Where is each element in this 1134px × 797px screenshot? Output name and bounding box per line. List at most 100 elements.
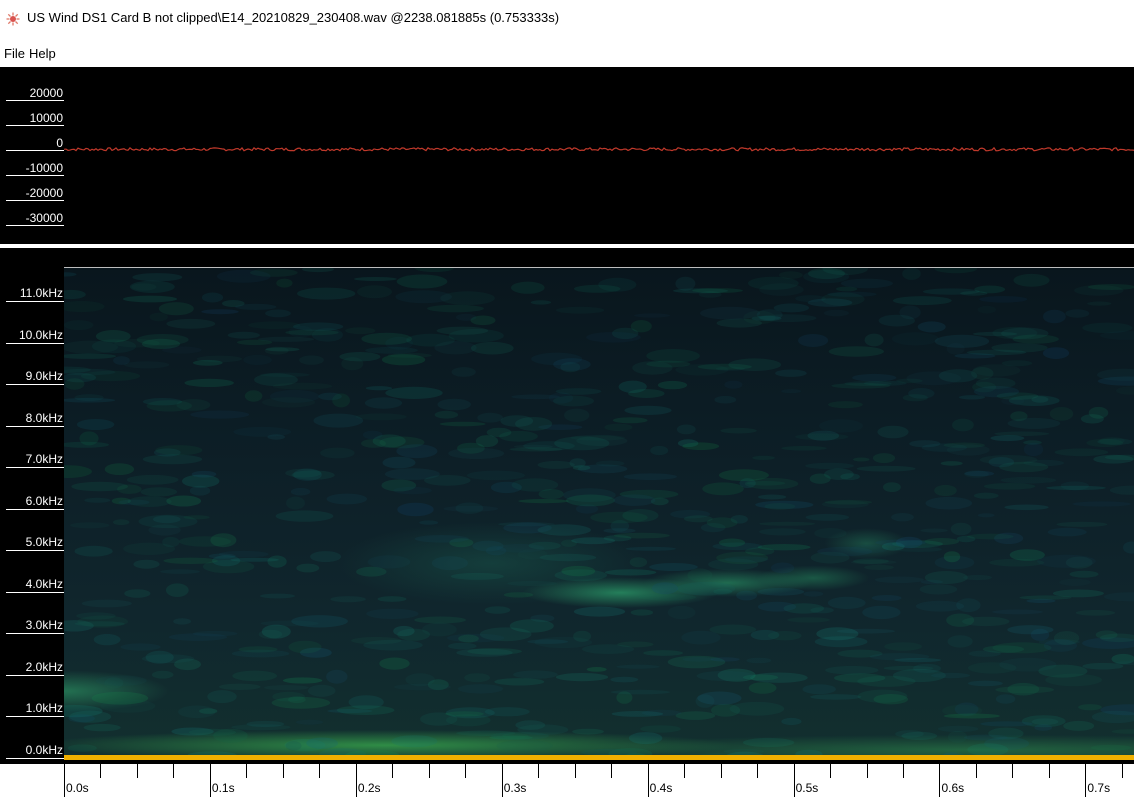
frequency-label: 3.0kHz xyxy=(25,618,63,633)
spectrogram-blob xyxy=(651,582,679,595)
spectrogram-blob xyxy=(176,399,211,411)
spectrogram-blob xyxy=(573,630,592,642)
spectrogram-blob xyxy=(261,624,291,639)
spectrogram-blob xyxy=(1111,653,1134,665)
spectrogram-blob xyxy=(394,683,451,691)
spectrogram-blob xyxy=(555,388,602,395)
spectrogram-blob xyxy=(977,513,995,518)
spectrogram-blob xyxy=(131,283,157,291)
spectrogram-panel[interactable]: 11.0kHz 10.0kHz 9.0kHz 8.0kHz 7.0kHz 6.0kHz 5.… xyxy=(0,248,1134,764)
spectrogram-blob xyxy=(64,353,116,359)
spectrogram-blob xyxy=(1123,541,1134,554)
spectrogram-blob xyxy=(367,555,411,569)
spectrogram-blob xyxy=(598,277,637,292)
spectrogram-blob xyxy=(515,720,546,730)
spectrogram-blob xyxy=(934,484,957,497)
spectrogram-blob xyxy=(1074,285,1124,296)
spectrogram-blob xyxy=(501,733,529,739)
spectrogram-blob xyxy=(1023,440,1042,445)
spectrogram-blob xyxy=(1001,360,1033,367)
spectrogram-blob xyxy=(582,644,635,654)
title-bar[interactable]: US Wind DS1 Card B not clipped\E14_20210… xyxy=(0,0,1134,44)
spectrogram-blob xyxy=(802,684,836,695)
spectrogram-blob xyxy=(160,569,200,574)
spectrogram-blob xyxy=(1030,628,1050,641)
spectrogram-blob xyxy=(267,434,285,440)
panel-divider[interactable] xyxy=(0,244,1134,248)
spectrogram-blob xyxy=(943,442,985,448)
spectrogram-blob xyxy=(300,647,332,658)
spectrogram-blob xyxy=(124,361,170,369)
spectrogram-blob xyxy=(934,555,975,570)
spectrogram-blob xyxy=(853,457,870,462)
spectrogram-blob xyxy=(499,430,538,442)
spectrogram-blob xyxy=(590,511,648,524)
spectrogram-blob xyxy=(1065,556,1093,569)
spectrogram-blob xyxy=(586,332,641,343)
spectrogram-blob xyxy=(201,309,239,315)
spectrogram-blob xyxy=(641,709,682,716)
spectrogram-blob xyxy=(64,289,86,300)
waveform-panel[interactable]: 20000 10000 0 -10000 -20000 -30000 xyxy=(0,67,1134,244)
spectrogram-blob xyxy=(95,330,131,343)
spectrogram-blob xyxy=(218,683,261,690)
spectrogram-blob xyxy=(787,617,830,623)
spectrogram-blob xyxy=(500,415,534,427)
spectrogram-blob xyxy=(448,447,505,460)
spectrogram-blob xyxy=(361,332,413,345)
spectrogram-blob xyxy=(341,357,364,371)
spectrogram-blob xyxy=(857,689,908,703)
spectrogram-blob xyxy=(899,305,921,320)
time-label: 0.7s xyxy=(1087,781,1111,795)
spectrogram-blob xyxy=(920,579,943,585)
spectrogram-blob xyxy=(548,392,574,404)
spectrogram-blob xyxy=(616,664,660,669)
spectrogram-blob xyxy=(1019,595,1072,600)
spectrogram-blob xyxy=(414,616,466,624)
menu-help[interactable]: Help xyxy=(29,46,56,61)
spectrogram-blob xyxy=(700,523,726,533)
spectrogram-blob xyxy=(816,627,859,641)
time-axis[interactable]: 0.0s 0.1s 0.2s 0.3s 0.4s 0.5s 0.6s 0.7s xyxy=(0,764,1134,797)
spectrogram-blob xyxy=(1009,549,1045,561)
spectrogram-blob xyxy=(466,470,525,481)
menu-file[interactable]: File xyxy=(4,46,25,61)
spectrogram-blob xyxy=(995,694,1016,704)
spectrogram-blob xyxy=(419,520,439,525)
spectrogram-blob xyxy=(1075,609,1116,616)
spectrogram-blob xyxy=(649,563,698,571)
spectrogram-blob xyxy=(999,461,1049,473)
spectrogram-blob xyxy=(1097,376,1134,386)
spectrogram-blob xyxy=(974,285,1006,294)
frequency-label: 11.0kHz xyxy=(19,286,63,301)
spectrogram-blob xyxy=(235,303,277,310)
spectrogram-blob xyxy=(489,735,533,740)
spectrogram-blob xyxy=(233,426,292,437)
spectrogram-blob xyxy=(617,641,654,648)
spectrogram-image[interactable] xyxy=(64,268,1134,760)
spectrogram-blob xyxy=(153,515,181,524)
spectrogram-blob xyxy=(1080,414,1104,424)
spectrogram-blob xyxy=(327,709,373,713)
spectrogram-blob xyxy=(1038,664,1088,678)
spectrogram-blob xyxy=(539,553,597,562)
spectrogram-blob xyxy=(1115,661,1134,666)
spectrogram-blob xyxy=(276,278,293,288)
frequency-tick xyxy=(6,467,64,469)
spectrogram-blob xyxy=(464,673,490,683)
waveform-y-label: -30000 xyxy=(25,211,63,226)
spectrogram-blob xyxy=(553,358,591,371)
spectrogram-blob xyxy=(361,439,386,448)
frequency-tick xyxy=(6,758,64,759)
spectrogram-blob xyxy=(718,469,769,482)
spectrogram-blob xyxy=(100,699,156,713)
spectrogram-blob xyxy=(954,353,996,359)
spectrogram-blob xyxy=(523,441,575,451)
spectrogram-blob xyxy=(1065,309,1090,318)
spectrogram-blob xyxy=(64,378,85,390)
spectrogram-blob xyxy=(724,380,743,389)
spectrogram-blob xyxy=(743,310,776,325)
spectrogram-blob xyxy=(757,588,805,596)
spectrogram-blob xyxy=(1099,633,1134,643)
spectrogram-blob xyxy=(563,488,616,502)
